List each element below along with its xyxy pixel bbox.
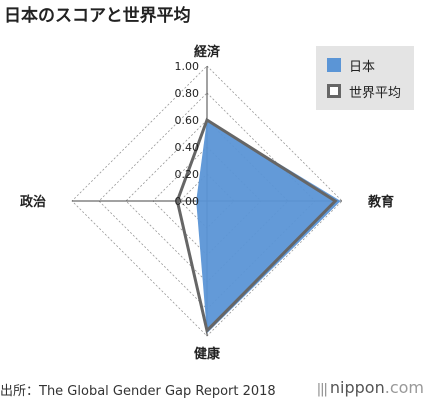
legend-item-japan: 日本 <box>327 56 376 75</box>
radar-series <box>175 117 341 334</box>
legend-label-japan: 日本 <box>349 59 376 75</box>
brand-logo: ||| nippon.com <box>317 378 424 397</box>
brand-name: nippon <box>329 378 385 397</box>
chart-title: 日本のスコアと世界平均 <box>4 6 191 26</box>
series-japan-area <box>196 120 341 334</box>
brand-bars: ||| <box>316 382 328 397</box>
tick-label-1: 0.20 <box>175 168 200 181</box>
source-note: 出所：The Global Gender Gap Report 2018 <box>0 384 276 399</box>
tick-label-2: 0.40 <box>175 141 200 154</box>
axis-label-education: 教育 <box>367 194 394 210</box>
legend-item-world-average: 世界平均 <box>327 82 402 101</box>
series-world-average-line <box>175 117 338 334</box>
radar-tick-labels: 0.00 0.20 0.40 0.60 0.80 1.00 <box>175 60 200 208</box>
axis-label-economy: 経済 <box>194 44 221 60</box>
legend-swatch-japan <box>327 58 341 72</box>
tick-label-0: 0.00 <box>175 195 200 208</box>
axis-label-health: 健康 <box>194 346 221 362</box>
tick-label-3: 0.60 <box>175 114 200 127</box>
legend-label-world-average: 世界平均 <box>349 85 402 101</box>
tick-label-5: 1.00 <box>175 60 200 73</box>
chart-legend: 日本 世界平均 <box>316 46 414 110</box>
tick-label-4: 0.80 <box>175 87 200 100</box>
brand-suffix: .com <box>384 378 424 397</box>
legend-swatch-world-average <box>327 84 341 98</box>
axis-label-politics: 政治 <box>20 194 46 210</box>
